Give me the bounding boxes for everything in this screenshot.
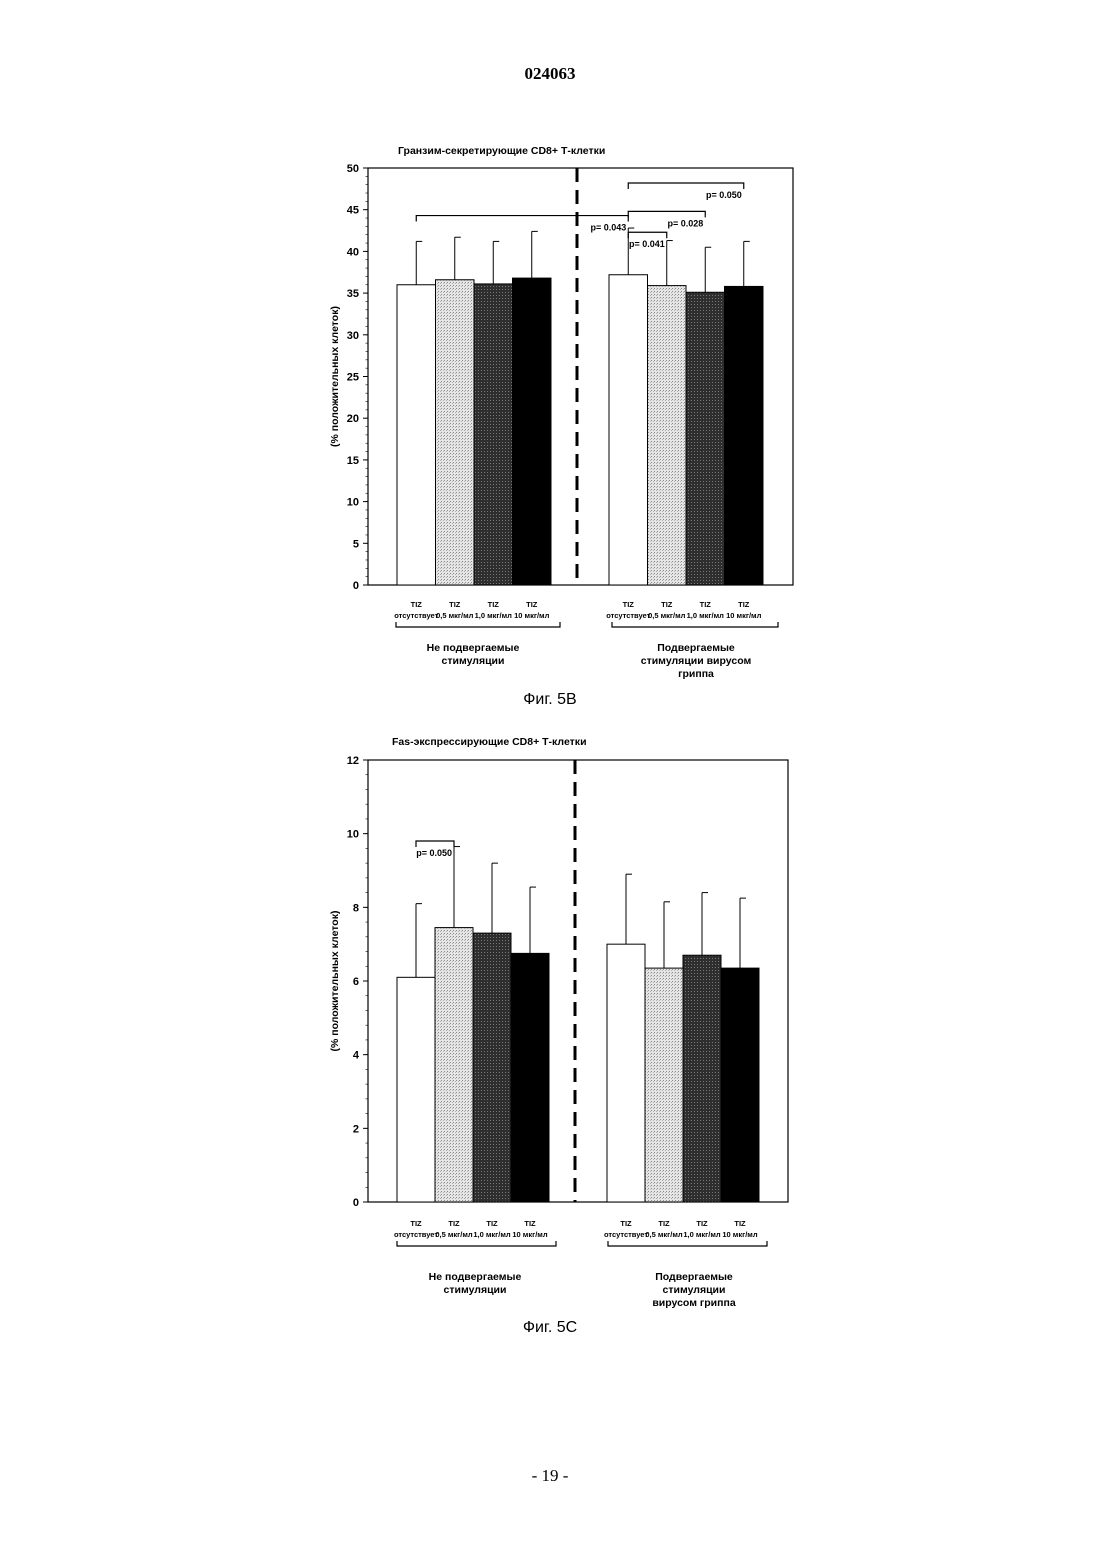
page-footer: - 19 - (0, 1466, 1100, 1486)
chart-title: Fas-экспрессирующие CD8+ Т-клетки (392, 736, 587, 748)
category-label: TIZ (658, 1219, 670, 1228)
category-label: TIZ (734, 1219, 746, 1228)
group-label: Не подвергаемые (429, 1271, 522, 1283)
category-label: 0,5 мкг/мл (435, 1230, 473, 1239)
bar (645, 968, 683, 1202)
category-label: отсутствует (604, 1230, 648, 1239)
category-label: TIZ (448, 1219, 460, 1228)
category-label: TIZ (524, 1219, 536, 1228)
chart-figure-5c: Fas-экспрессирующие CD8+ Т-клетки 0 2 4 6 8 10… (0, 0, 1100, 1400)
y-tick-label: 12 (347, 755, 359, 767)
bar (683, 955, 721, 1202)
category-label: 0,5 мкг/мл (645, 1230, 683, 1239)
significance-bracket (416, 841, 454, 847)
group-label: стимуляции (663, 1284, 726, 1296)
bar (397, 977, 435, 1202)
y-tick-label: 4 (353, 1050, 360, 1062)
y-tick-label: 8 (353, 902, 359, 914)
category-label: 1,0 мкг/мл (473, 1230, 511, 1239)
group-label: Подвергаемые (655, 1271, 733, 1283)
category-label: TIZ (696, 1219, 708, 1228)
group-brace (397, 1241, 556, 1246)
y-tick-label: 0 (353, 1197, 359, 1209)
bar (721, 968, 759, 1202)
y-axis-label: (% положительных клеток) (329, 911, 341, 1052)
bar (607, 944, 645, 1202)
category-label: 1,0 мкг/мл (683, 1230, 721, 1239)
category-label: TIZ (620, 1219, 632, 1228)
y-tick-label: 6 (353, 976, 359, 988)
y-tick-label: 2 (353, 1123, 359, 1135)
figure-caption: Фиг. 5C (523, 1319, 577, 1336)
y-tick-label: 10 (347, 829, 359, 841)
bar (473, 933, 511, 1202)
category-label: TIZ (486, 1219, 498, 1228)
group-brace (608, 1241, 767, 1246)
category-label: 10 мкг/мл (512, 1230, 547, 1239)
group-label: вирусом гриппа (652, 1297, 735, 1309)
p-value-label: p= 0.050 (416, 848, 452, 858)
group-label: стимуляции (444, 1284, 507, 1296)
category-label: TIZ (410, 1219, 422, 1228)
bar (511, 953, 549, 1202)
category-label: отсутствует (394, 1230, 438, 1239)
bar (435, 928, 473, 1202)
category-label: 10 мкг/мл (722, 1230, 757, 1239)
